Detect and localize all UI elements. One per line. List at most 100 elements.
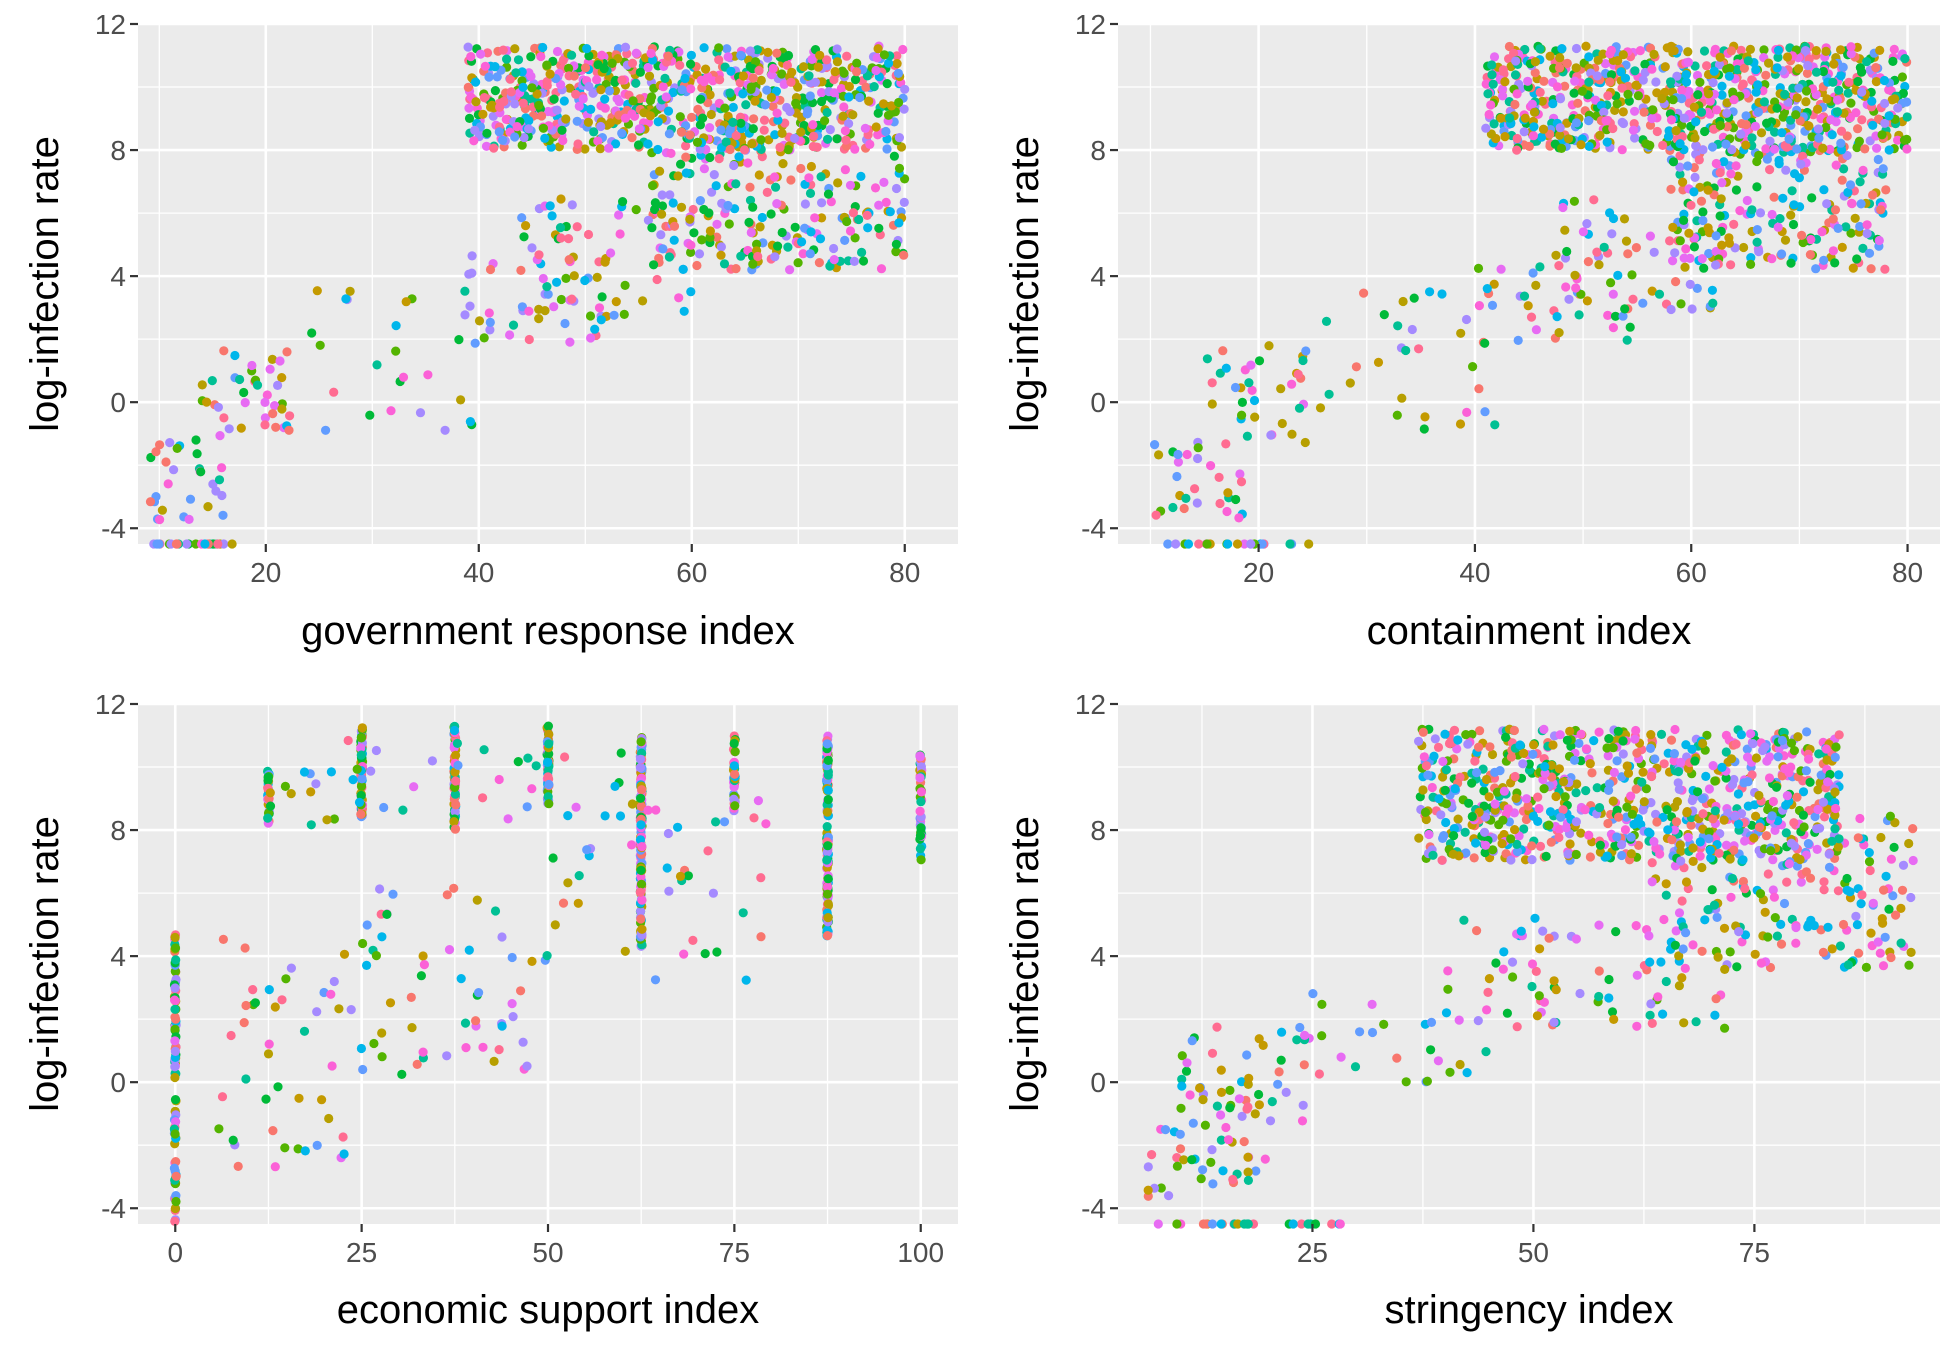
- data-point: [648, 181, 658, 191]
- data-point: [542, 60, 552, 70]
- data-point: [1828, 77, 1838, 87]
- data-point: [815, 234, 826, 244]
- data-point: [534, 250, 544, 260]
- data-point: [270, 1162, 280, 1172]
- data-point: [1295, 1022, 1305, 1033]
- data-point: [1216, 1110, 1226, 1120]
- data-point: [1519, 748, 1529, 759]
- data-point: [1662, 805, 1672, 815]
- data-point: [1856, 899, 1866, 909]
- data-point: [1551, 250, 1561, 260]
- data-point: [743, 158, 753, 168]
- data-point: [1646, 999, 1656, 1009]
- data-point: [1832, 95, 1843, 105]
- data-point: [419, 960, 429, 970]
- data-point: [416, 971, 426, 981]
- data-point: [341, 294, 351, 304]
- data-point: [1401, 1077, 1411, 1087]
- data-point: [1678, 944, 1688, 954]
- data-point: [1571, 934, 1581, 944]
- data-point: [1768, 855, 1778, 865]
- data-point: [418, 1047, 428, 1057]
- data-point: [1530, 913, 1540, 923]
- data-point: [1712, 912, 1722, 923]
- data-point: [584, 81, 594, 92]
- data-point: [1215, 498, 1225, 509]
- data-point: [1804, 754, 1814, 764]
- data-point: [423, 370, 433, 380]
- data-point: [1812, 844, 1822, 855]
- data-point: [637, 924, 647, 934]
- data-point: [1817, 227, 1827, 237]
- x-axis-title: stringency index: [1384, 1288, 1673, 1332]
- data-point: [1843, 960, 1853, 970]
- data-point: [1560, 225, 1570, 235]
- data-point: [1802, 727, 1812, 737]
- data-point: [1578, 227, 1588, 237]
- data-point: [398, 372, 409, 382]
- data-point: [714, 43, 724, 53]
- data-point: [825, 261, 835, 271]
- data-point: [1754, 247, 1764, 257]
- data-point: [597, 292, 607, 302]
- data-point: [1709, 900, 1720, 910]
- data-point: [1647, 286, 1657, 296]
- data-point: [822, 822, 832, 832]
- data-point: [1483, 89, 1493, 99]
- data-point: [916, 762, 927, 772]
- x-tick-label: 20: [250, 557, 281, 588]
- data-point: [1836, 138, 1846, 148]
- data-point: [358, 938, 368, 949]
- data-point: [768, 101, 778, 111]
- data-point: [1795, 854, 1805, 865]
- data-point: [1462, 407, 1472, 417]
- data-point: [561, 114, 571, 124]
- data-point: [1549, 976, 1559, 986]
- data-point: [1897, 72, 1907, 82]
- data-point: [635, 763, 646, 773]
- data-point: [1612, 756, 1622, 766]
- data-point: [1789, 746, 1799, 756]
- data-point: [1818, 143, 1828, 153]
- data-point: [1552, 82, 1563, 92]
- data-point: [668, 198, 678, 208]
- data-point: [1595, 847, 1605, 857]
- data-point: [1815, 823, 1825, 833]
- data-point: [759, 125, 769, 135]
- data-point: [1762, 756, 1772, 766]
- data-point: [686, 50, 697, 60]
- data-point: [1773, 222, 1783, 232]
- data-point: [522, 802, 532, 812]
- data-point: [1645, 957, 1655, 967]
- data-point: [1603, 751, 1613, 761]
- data-point: [444, 945, 455, 955]
- data-point: [466, 52, 476, 62]
- data-point: [1242, 1050, 1252, 1060]
- data-point: [822, 882, 833, 892]
- data-point: [1705, 845, 1715, 856]
- data-point: [523, 753, 533, 763]
- data-point: [1877, 914, 1887, 924]
- data-point: [1258, 1040, 1268, 1050]
- data-point: [719, 259, 730, 269]
- data-point: [636, 879, 647, 889]
- data-point: [327, 1061, 337, 1071]
- data-point: [1679, 1018, 1689, 1028]
- data-point: [617, 75, 627, 85]
- data-point: [1631, 921, 1641, 931]
- data-point: [879, 50, 890, 60]
- data-point: [1637, 777, 1647, 787]
- data-point: [844, 119, 854, 129]
- data-point: [1599, 107, 1609, 117]
- data-point: [286, 963, 296, 973]
- data-point: [219, 346, 229, 356]
- data-point: [264, 985, 274, 995]
- data-point: [1499, 947, 1509, 957]
- data-point: [281, 974, 291, 984]
- data-point: [172, 443, 182, 453]
- data-point: [1379, 1019, 1389, 1029]
- data-point: [506, 87, 516, 97]
- data-point: [1723, 808, 1733, 818]
- data-point: [1689, 102, 1699, 112]
- data-point: [1430, 734, 1440, 744]
